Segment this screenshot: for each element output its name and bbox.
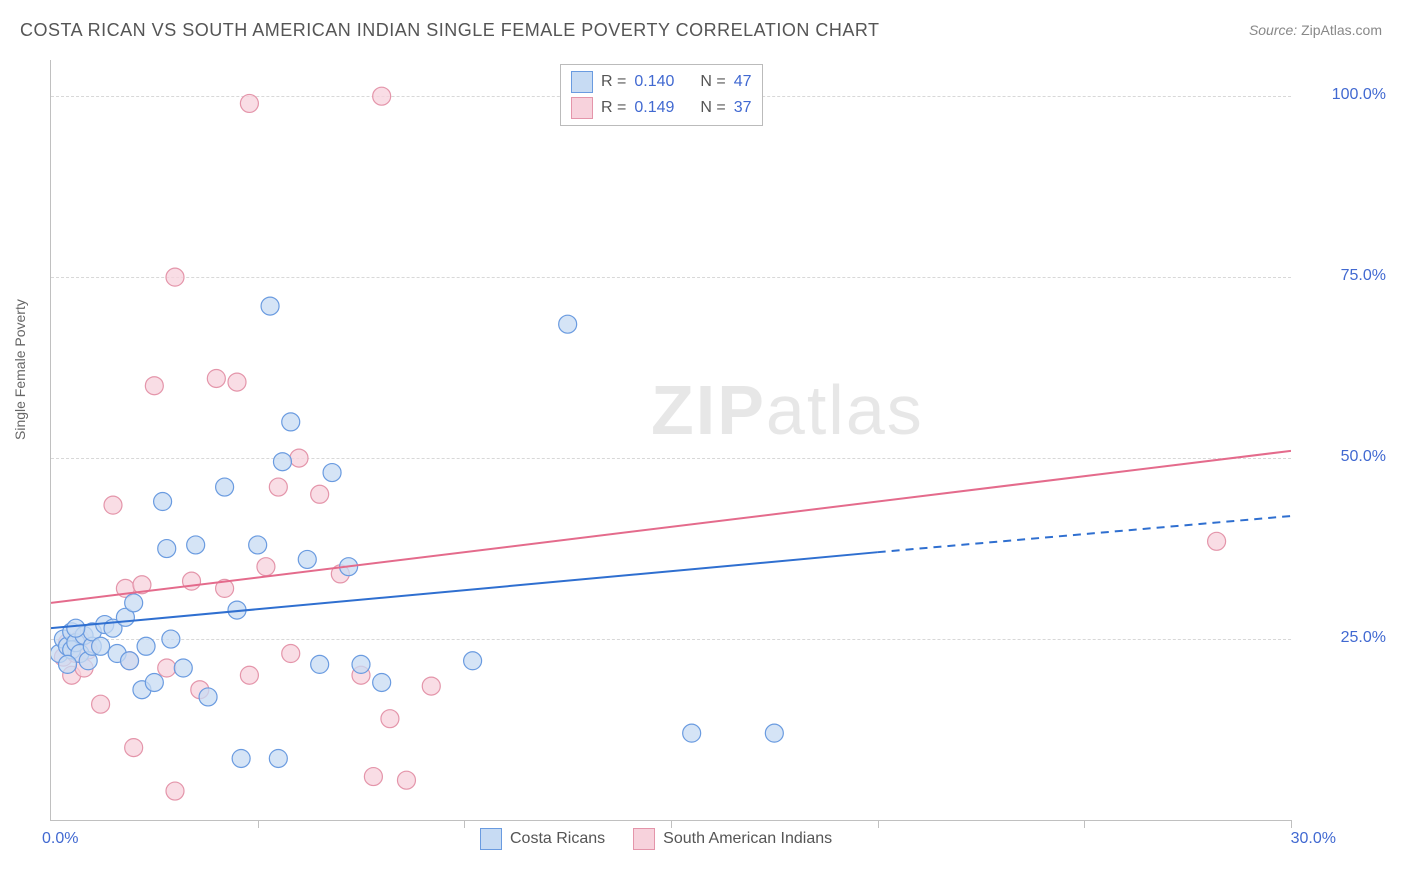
scatter-point [1208, 532, 1226, 550]
scatter-point [187, 536, 205, 554]
source-attribution: Source: ZipAtlas.com [1249, 22, 1382, 38]
r-value-b: 0.149 [634, 95, 674, 121]
scatter-point [464, 652, 482, 670]
scatter-point [228, 373, 246, 391]
legend-label-b: South American Indians [663, 830, 832, 848]
x-max-label: 30.0% [1291, 830, 1336, 848]
scatter-point [257, 558, 275, 576]
x-tick [878, 820, 879, 828]
y-tick-label: 50.0% [1296, 448, 1386, 466]
scatter-point [92, 695, 110, 713]
n-label: N = [700, 95, 725, 121]
scatter-point [422, 677, 440, 695]
swatch-b [571, 97, 593, 119]
swatch-a [571, 71, 593, 93]
scatter-point [311, 485, 329, 503]
scatter-point [166, 782, 184, 800]
legend-top-row-a: R = 0.140 N = 47 [571, 69, 752, 95]
x-tick [1291, 820, 1292, 828]
source-label: Source: [1249, 22, 1297, 38]
scatter-point [183, 572, 201, 590]
scatter-point [298, 550, 316, 568]
scatter-point [232, 749, 250, 767]
scatter-point [373, 87, 391, 105]
scatter-point [92, 637, 110, 655]
scatter-point [240, 666, 258, 684]
x-tick [258, 820, 259, 828]
y-tick-label: 100.0% [1296, 86, 1386, 104]
scatter-point [59, 655, 77, 673]
scatter-point [381, 710, 399, 728]
scatter-point [269, 478, 287, 496]
scatter-point [137, 637, 155, 655]
scatter-point [199, 688, 217, 706]
y-tick-label: 25.0% [1296, 629, 1386, 647]
scatter-point [154, 493, 172, 511]
x-min-label: 0.0% [42, 830, 78, 848]
scatter-point [207, 369, 225, 387]
n-value-b: 37 [734, 95, 752, 121]
x-tick [1084, 820, 1085, 828]
plot-area: ZIPatlas [50, 60, 1291, 821]
scatter-point [352, 655, 370, 673]
y-tick-label: 75.0% [1296, 267, 1386, 285]
scatter-point [323, 464, 341, 482]
source-name: ZipAtlas.com [1301, 22, 1382, 38]
scatter-point [174, 659, 192, 677]
legend-item-b: South American Indians [633, 828, 832, 850]
scatter-point [282, 645, 300, 663]
scatter-point [104, 496, 122, 514]
trend-line [51, 451, 1291, 603]
scatter-point [273, 453, 291, 471]
scatter-point [145, 673, 163, 691]
chart-title: COSTA RICAN VS SOUTH AMERICAN INDIAN SIN… [20, 20, 880, 41]
scatter-point [364, 768, 382, 786]
swatch-a [480, 828, 502, 850]
scatter-point [162, 630, 180, 648]
scatter-point [269, 749, 287, 767]
scatter-point [397, 771, 415, 789]
legend-item-a: Costa Ricans [480, 828, 605, 850]
x-tick [464, 820, 465, 828]
scatter-point [158, 540, 176, 558]
legend-bottom: Costa Ricans South American Indians [480, 828, 832, 850]
scatter-point [67, 619, 85, 637]
scatter-point [249, 536, 267, 554]
trend-line [878, 516, 1291, 552]
scatter-point [240, 94, 258, 112]
scatter-point [216, 478, 234, 496]
r-label: R = [601, 95, 626, 121]
r-value-a: 0.140 [634, 69, 674, 95]
legend-label-a: Costa Ricans [510, 830, 605, 848]
scatter-point [373, 673, 391, 691]
y-axis-label: Single Female Poverty [12, 299, 28, 440]
scatter-point [261, 297, 279, 315]
scatter-point [282, 413, 300, 431]
scatter-point [158, 659, 176, 677]
swatch-b [633, 828, 655, 850]
legend-top: R = 0.140 N = 47 R = 0.149 N = 37 [560, 64, 763, 126]
scatter-point [125, 739, 143, 757]
scatter-point [125, 594, 143, 612]
n-label: N = [700, 69, 725, 95]
trend-line [51, 552, 878, 628]
scatter-point [121, 652, 139, 670]
x-tick [671, 820, 672, 828]
scatter-point [559, 315, 577, 333]
scatter-point [765, 724, 783, 742]
scatter-point [166, 268, 184, 286]
scatter-point [290, 449, 308, 467]
n-value-a: 47 [734, 69, 752, 95]
scatter-point [683, 724, 701, 742]
scatter-point [311, 655, 329, 673]
scatter-point [145, 377, 163, 395]
scatter-svg [51, 60, 1291, 820]
legend-top-row-b: R = 0.149 N = 37 [571, 95, 752, 121]
r-label: R = [601, 69, 626, 95]
